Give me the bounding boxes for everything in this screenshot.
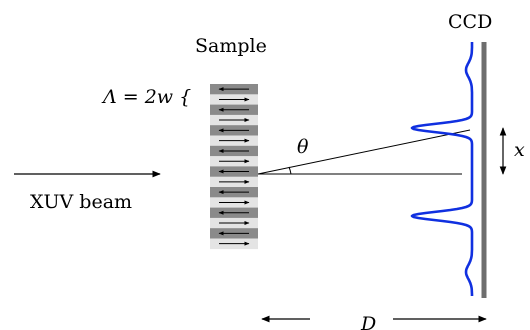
theta-arc [288, 166, 292, 175]
scattered-ray-line [257, 129, 471, 175]
sample-domains [210, 84, 258, 250]
beam-label: XUV beam [30, 191, 132, 213]
distance-label: D [360, 313, 376, 330]
x-label: x [514, 139, 525, 161]
sample-label: Sample [195, 35, 267, 57]
diffraction-profile [410, 41, 474, 297]
theta-label: θ [297, 136, 309, 158]
period-label: Λ = 2w { [101, 86, 191, 108]
ccd-label: CCD [448, 11, 492, 33]
